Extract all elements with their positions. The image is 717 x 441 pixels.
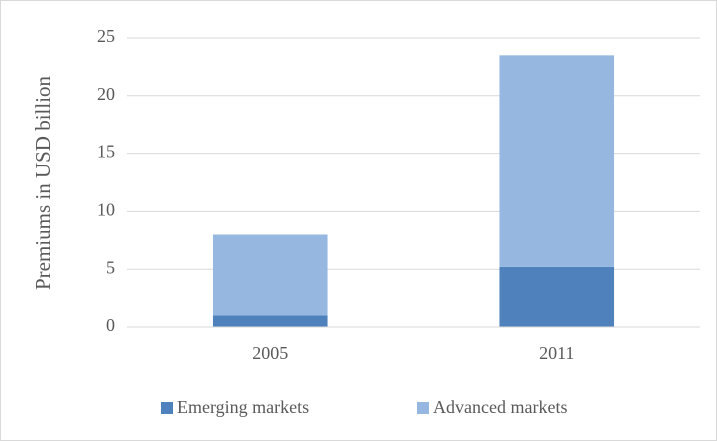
x-tick-label: 2005 [252,343,288,363]
bar-segment [499,266,615,327]
legend-swatch [161,402,173,414]
bar-segment [212,315,328,327]
y-tick-label: 20 [97,84,115,104]
y-tick-label: 25 [97,26,115,46]
y-tick-label: 0 [106,315,115,335]
y-axis-title: Premiums in USD billion [31,75,55,290]
bar-segment [499,55,615,267]
legend-label: Emerging markets [177,397,309,417]
bar-segment [212,234,328,316]
legend-label: Advanced markets [433,397,567,417]
y-tick-label: 5 [106,257,115,277]
y-tick-label: 10 [97,200,115,220]
y-tick-label: 15 [97,142,115,162]
x-tick-label: 2011 [539,343,574,363]
legend-swatch [417,402,429,414]
